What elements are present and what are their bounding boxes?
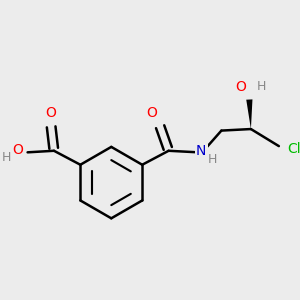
Text: H: H bbox=[256, 80, 266, 93]
Text: Cl: Cl bbox=[287, 142, 300, 156]
Text: O: O bbox=[235, 80, 246, 94]
Text: H: H bbox=[2, 152, 11, 164]
Text: H: H bbox=[208, 153, 218, 166]
Text: O: O bbox=[12, 143, 23, 157]
Polygon shape bbox=[246, 99, 253, 129]
Text: O: O bbox=[146, 106, 157, 120]
Text: N: N bbox=[196, 144, 206, 158]
Text: O: O bbox=[45, 106, 56, 120]
